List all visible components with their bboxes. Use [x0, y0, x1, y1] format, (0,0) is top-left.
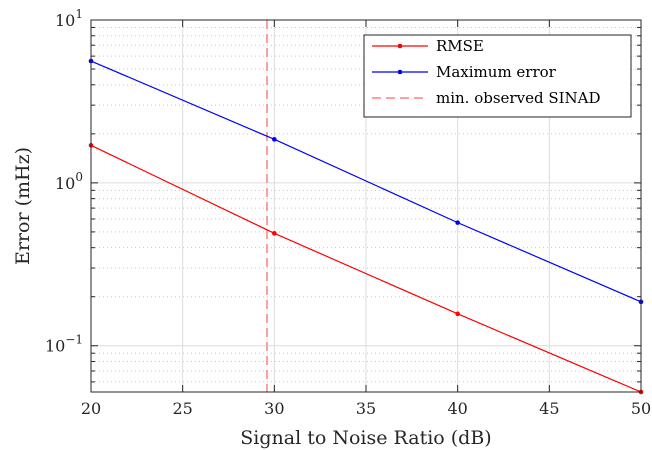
x-axis-label: Signal to Noise Ratio (dB) — [240, 427, 491, 449]
x-tick-label: 40 — [447, 399, 467, 418]
legend-marker-1 — [397, 69, 403, 75]
legend-box — [363, 34, 632, 118]
series-line-0 — [90, 144, 642, 393]
series-point-0 — [272, 231, 277, 236]
axis-tick-labels: 101 100 10−1 20 25 30 35 40 45 50 — [45, 7, 651, 418]
x-tick-label: 45 — [539, 399, 559, 418]
x-tick-label: 25 — [172, 399, 192, 418]
series-line-1 — [90, 60, 642, 303]
y-tick-label: 100 — [55, 170, 83, 193]
plot-data — [88, 20, 644, 395]
legend-label-0: RMSE — [436, 37, 484, 55]
legend: RMSE Maximum error min. observed SINAD — [363, 34, 632, 118]
y-tick-label: 10−1 — [45, 333, 83, 356]
x-tick-label: 20 — [81, 399, 101, 418]
series-point-1 — [272, 137, 277, 142]
y-axis-label: Error (mHz) — [12, 147, 34, 265]
x-tick-label: 35 — [356, 399, 376, 418]
series-point-0 — [455, 311, 460, 317]
x-tick-label: 50 — [631, 399, 651, 418]
axis-ticks — [90, 19, 642, 392]
legend-label-1: Maximum error — [436, 63, 557, 81]
legend-marker-0 — [397, 43, 403, 49]
legend-label-vline: min. observed SINAD — [436, 89, 601, 107]
x-tick-label: 30 — [264, 399, 284, 418]
y-tick-label: 101 — [55, 7, 83, 30]
series-point-1 — [455, 220, 460, 225]
